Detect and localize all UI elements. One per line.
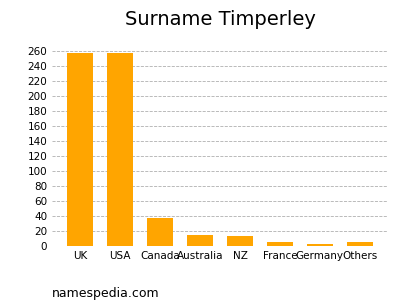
Bar: [347, 242, 373, 246]
Bar: [187, 235, 213, 246]
Bar: [227, 236, 253, 246]
Bar: [67, 52, 93, 246]
Bar: [267, 242, 293, 246]
Bar: [107, 52, 133, 246]
Bar: [147, 218, 173, 246]
Text: namespedia.com: namespedia.com: [52, 287, 160, 300]
Title: Surname Timperley: Surname Timperley: [124, 10, 316, 29]
Bar: [307, 244, 333, 246]
